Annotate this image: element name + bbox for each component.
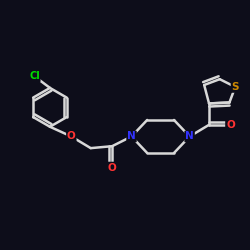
Text: O: O <box>226 120 235 130</box>
Text: N: N <box>127 132 136 141</box>
Text: N: N <box>185 132 194 141</box>
Text: S: S <box>232 82 239 92</box>
Text: O: O <box>67 132 76 141</box>
Text: O: O <box>108 162 116 172</box>
Text: Cl: Cl <box>29 71 40 81</box>
